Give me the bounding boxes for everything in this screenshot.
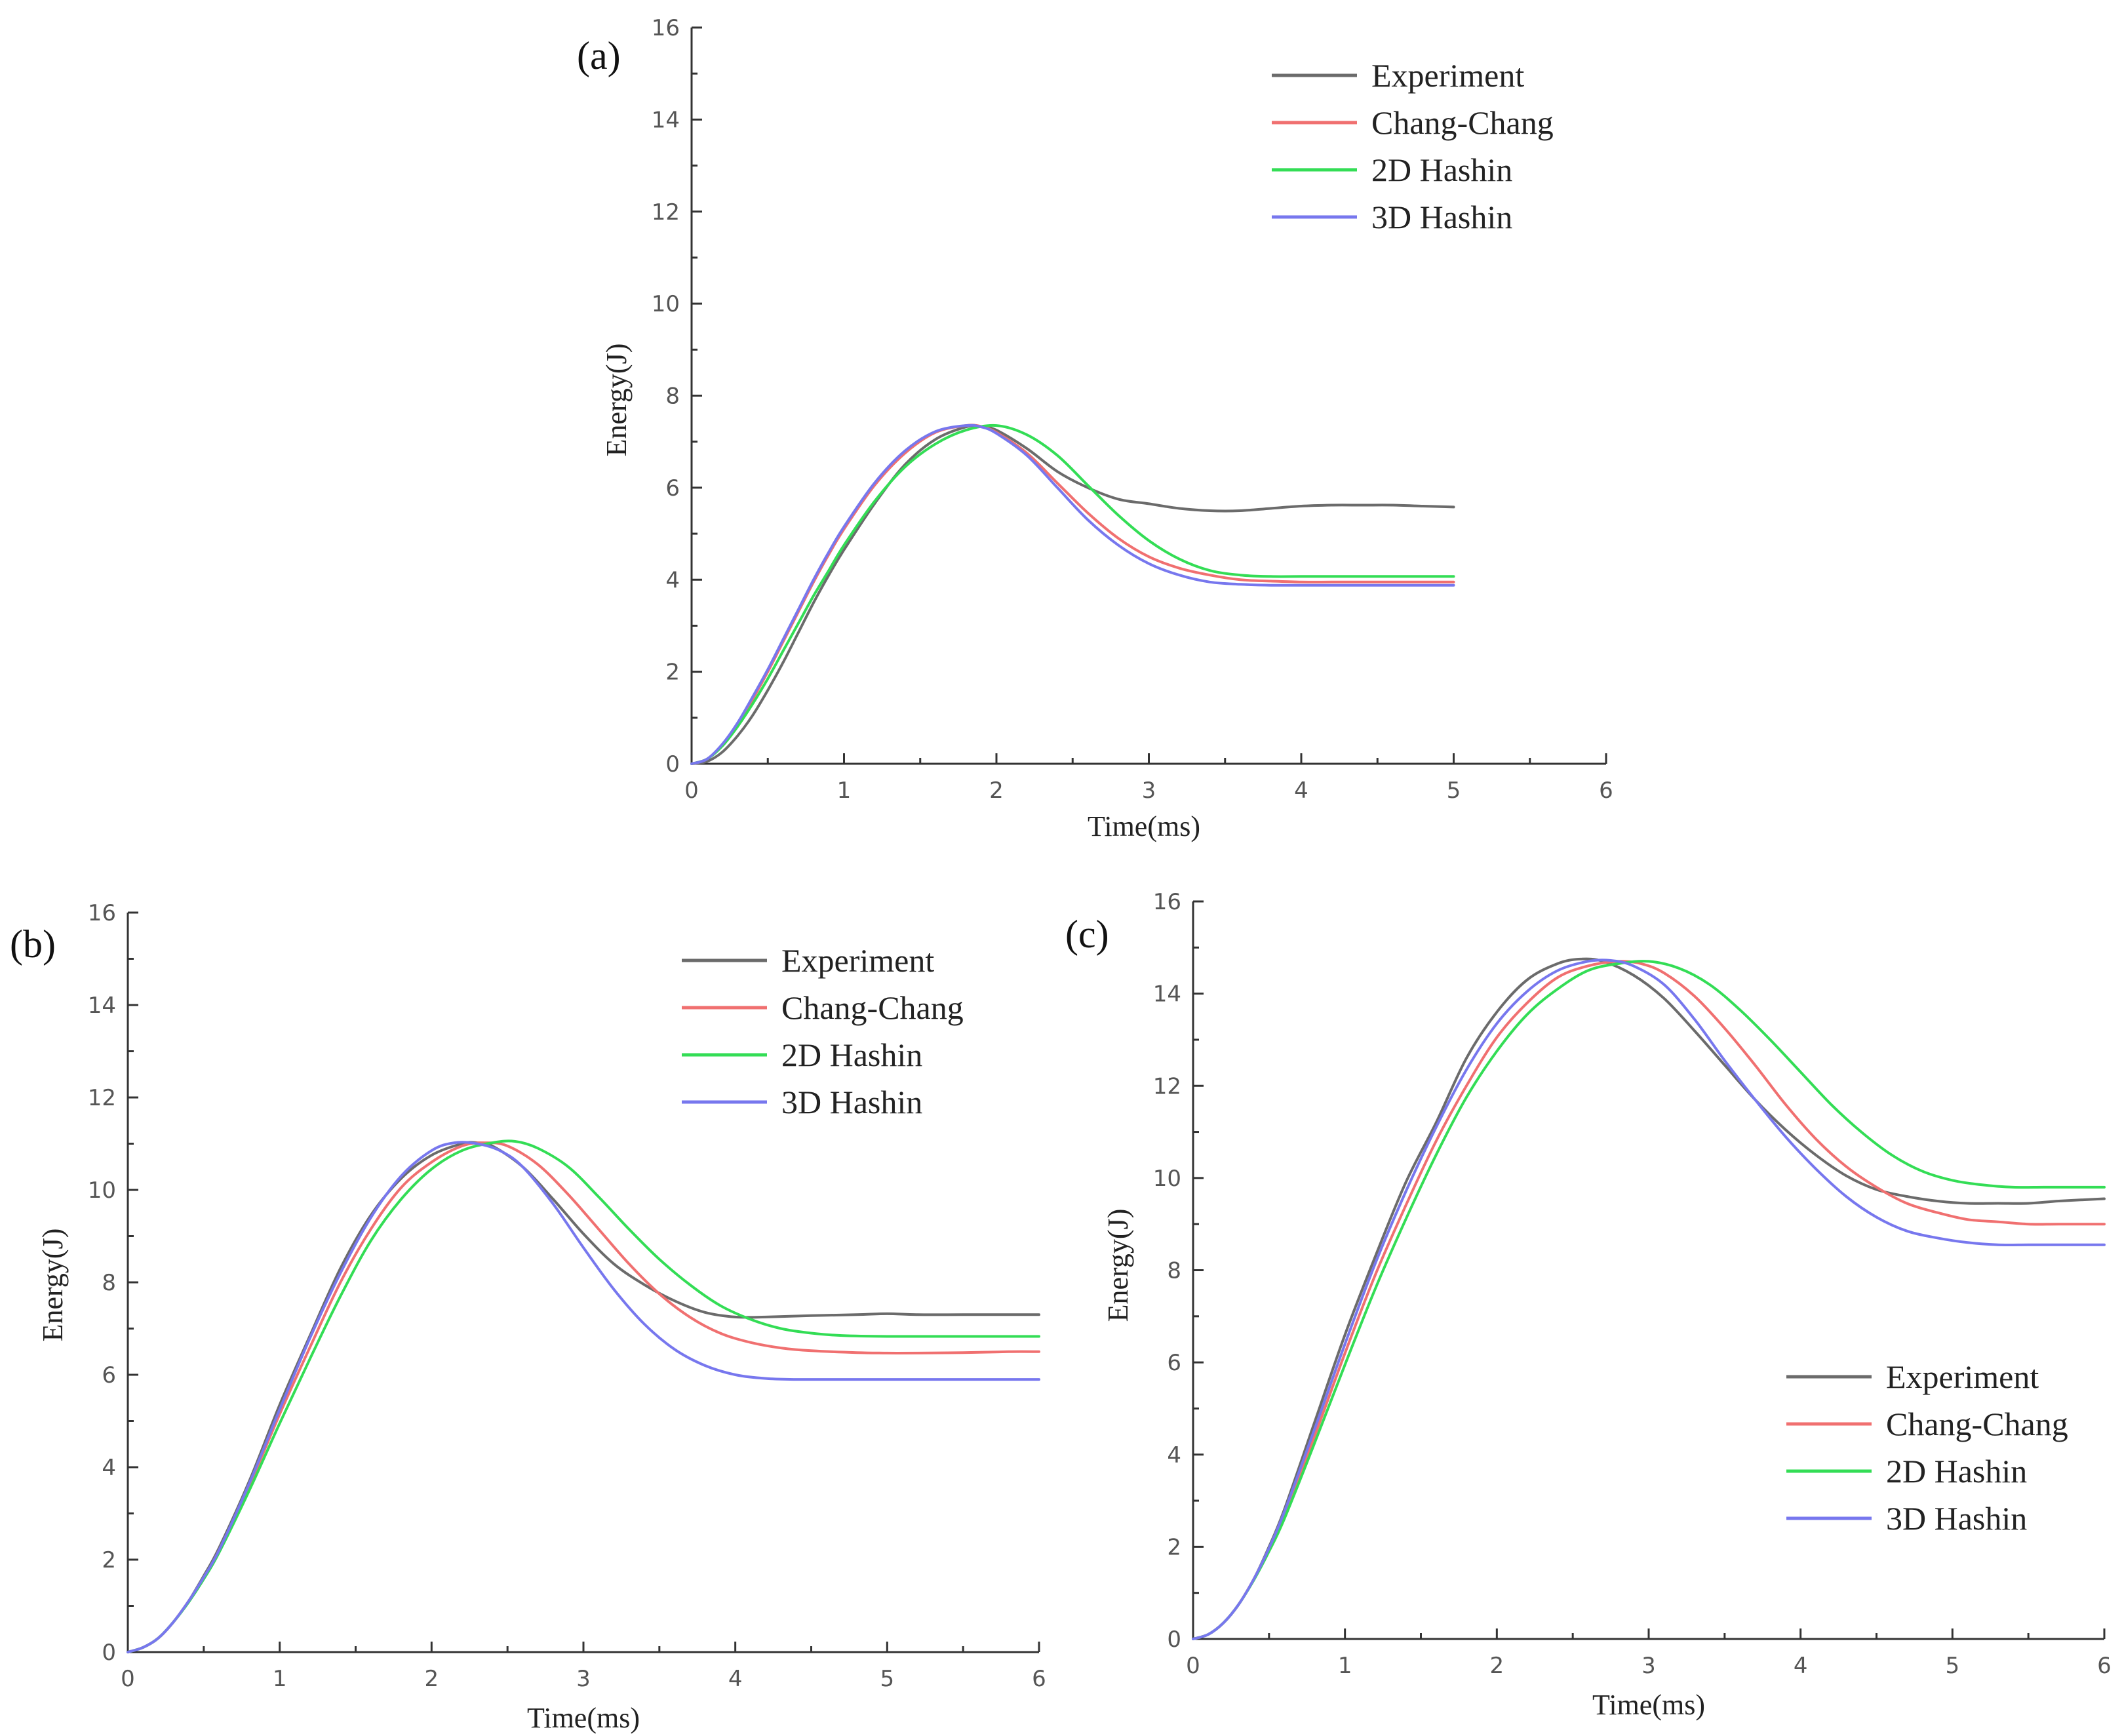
panel-a-x-tick-label: 6 <box>1599 778 1613 804</box>
panel-c-x-tick-label: 4 <box>1794 1653 1808 1679</box>
panel-c-y-tick-label: 2 <box>1167 1534 1181 1560</box>
panel-b-x-tick-label: 6 <box>1032 1666 1046 1692</box>
panel-c-y-tick-label: 0 <box>1167 1627 1181 1653</box>
panel-b-x-tick-label: 2 <box>425 1666 439 1692</box>
panel-c-x-tick-label: 1 <box>1338 1653 1352 1679</box>
panel-a-y-tick-label: 4 <box>665 567 680 593</box>
panel-a-legend-label: Experiment <box>1371 57 1524 94</box>
panel-c-series-3d-hashin <box>1192 958 2106 1640</box>
panel-a-series <box>690 424 1455 765</box>
panel-b-legend-label: 3D Hashin <box>781 1084 922 1120</box>
panel-c-x-tick-label: 5 <box>1946 1653 1960 1679</box>
panel-a-series-3d-hashin <box>690 424 1455 765</box>
panel-b-legend-label: 2D Hashin <box>781 1036 922 1073</box>
panel-a-y-axis-title: Energy(J) <box>600 344 633 457</box>
panel-b-series <box>127 1139 1040 1653</box>
panel-a-x-tick-label: 1 <box>837 778 852 804</box>
panel-b-y-tick-label: 8 <box>102 1270 116 1296</box>
panel-a-legend-label: Chang-Chang <box>1371 104 1554 141</box>
panel-a-legend-label: 2D Hashin <box>1371 151 1512 188</box>
panel-b-y-tick-label: 2 <box>102 1547 116 1573</box>
panel-a-y-tick-label: 10 <box>652 291 680 317</box>
panel-a-x-tick-label: 3 <box>1142 778 1156 804</box>
panel-c-y-tick-label: 12 <box>1153 1073 1181 1099</box>
panel-b-y-tick-label: 14 <box>88 993 116 1019</box>
panel-a-x-tick-label: 4 <box>1294 778 1308 804</box>
panel-a-y-tick-label: 16 <box>652 15 680 41</box>
panel-a-legend-label: 3D Hashin <box>1371 199 1512 235</box>
panel-b-series-experiment <box>127 1141 1040 1653</box>
panel-c-legend-label: Chang-Chang <box>1886 1406 2068 1442</box>
panel-b-x-tick-label: 4 <box>728 1666 743 1692</box>
panel-a-y-tick-label: 2 <box>665 660 680 686</box>
panel-c-legend-label: Experiment <box>1886 1358 2039 1395</box>
panel-c-y-tick-label: 10 <box>1153 1166 1181 1192</box>
panel-c-x-tick-label: 3 <box>1641 1653 1656 1679</box>
panel-a-y-tick-label: 6 <box>665 475 680 502</box>
panel-b-y-tick-label: 6 <box>102 1362 116 1389</box>
panel-b-series-3d-hashin <box>127 1141 1040 1653</box>
panel-a-y-tick-label: 8 <box>665 384 680 410</box>
panel-a-legend: Experiment Chang-Chang 2D Hashin 3D Hashin <box>1272 57 1554 235</box>
panel-b-series-chang-chang <box>127 1141 1040 1653</box>
panel-a-x-tick-label: 5 <box>1447 778 1461 804</box>
panel-c-legend: Experiment Chang-Chang 2D Hashin 3D Hashin <box>1786 1358 2068 1537</box>
panel-b-legend: Experiment Chang-Chang 2D Hashin 3D Hashin <box>682 942 964 1120</box>
panel-a-label: (a) <box>577 34 621 77</box>
panel-a-x-axis-title: Time(ms) <box>1088 810 1200 842</box>
panel-b-y-axis-title: Energy(J) <box>37 1229 69 1342</box>
panel-c-series-chang-chang <box>1192 960 2106 1640</box>
panel-a-series-2d-hashin <box>690 424 1455 765</box>
panel-a-x-tick-label: 0 <box>684 778 699 804</box>
panel-b-y-tick-label: 12 <box>88 1085 116 1111</box>
panel-c-series-experiment <box>1192 957 2106 1640</box>
panel-b-series-2d-hashin <box>127 1139 1040 1653</box>
panel-c-series-2d-hashin <box>1192 960 2106 1640</box>
panel-a-y-tick-label: 0 <box>665 751 680 778</box>
panel-a-y-tick-label: 12 <box>652 199 680 226</box>
panel-b-legend-label: Chang-Chang <box>781 989 964 1026</box>
panel-b-x-tick-label: 5 <box>880 1666 895 1692</box>
panel-b-x-tick-label: 0 <box>121 1666 135 1692</box>
panel-c-y-tick-label: 14 <box>1153 981 1181 1008</box>
panel-c-y-tick-label: 6 <box>1167 1350 1181 1376</box>
panel-b-y-tick-label: 0 <box>102 1640 116 1666</box>
panel-c-x-tick-label: 2 <box>1490 1653 1504 1679</box>
panel-b-y-tick-label: 16 <box>88 900 116 926</box>
panel-a-x-tick-label: 2 <box>989 778 1004 804</box>
panel-c-legend-label: 2D Hashin <box>1886 1453 2027 1489</box>
panel-c-x-tick-label: 0 <box>1186 1653 1200 1679</box>
panel-c-y-tick-label: 4 <box>1167 1442 1181 1469</box>
panel-b-label: (b) <box>10 922 56 966</box>
panel-b-y-tick-label: 4 <box>102 1455 116 1481</box>
panel-a-y-tick-label: 14 <box>652 107 680 133</box>
panel-c-y-tick-label: 8 <box>1167 1258 1181 1284</box>
panel-c-x-axis-title: Time(ms) <box>1592 1689 1705 1721</box>
panel-c-x-tick-label: 6 <box>2097 1653 2112 1679</box>
panel-c-legend-label: 3D Hashin <box>1886 1500 2027 1537</box>
panel-b-y-tick-label: 10 <box>88 1177 116 1204</box>
panel-b-x-axis-title: Time(ms) <box>527 1702 640 1734</box>
panel-b-x-tick-label: 1 <box>273 1666 287 1692</box>
panel-c-y-tick-label: 16 <box>1153 889 1181 915</box>
panel-b-legend-label: Experiment <box>781 942 934 979</box>
panel-c-y-axis-title: Energy(J) <box>1102 1209 1134 1322</box>
panel-c-label: (c) <box>1065 913 1109 956</box>
panel-c-series <box>1192 957 2106 1640</box>
panel-b-x-tick-label: 3 <box>576 1666 591 1692</box>
